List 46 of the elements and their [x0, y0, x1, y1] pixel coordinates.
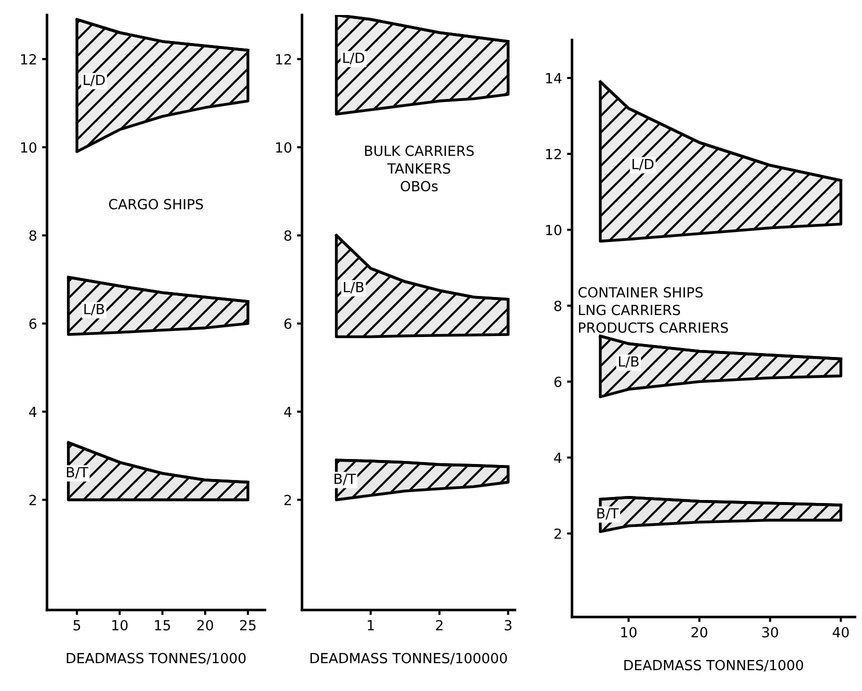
x-tick-label: 1: [368, 620, 374, 630]
y-tick-label: 12: [546, 148, 561, 160]
x-tick-label: 20: [197, 620, 214, 630]
annotation: L/B: [84, 304, 104, 316]
annotation: L/B: [344, 282, 364, 294]
x-axis-title: DEADMASS TONNES/1000: [624, 660, 804, 672]
x-tick-label: 30: [762, 626, 778, 638]
y-tick-label: 10: [276, 142, 292, 153]
y-tick-label: 8: [29, 230, 36, 241]
x-axis-title: DEADMASS TONNES/1000: [66, 652, 246, 664]
x-tick-label: 3: [504, 620, 512, 630]
x-tick-label: 20: [692, 626, 708, 638]
x-axis-title: DEADMASS TONNES/100000: [310, 652, 507, 664]
x-tick-label: 10: [621, 626, 637, 638]
x-tick-label: 40: [832, 626, 849, 638]
x-tick-label: 2: [436, 620, 442, 630]
x-tick-label: 5: [74, 620, 80, 630]
annotation: L/B: [618, 356, 639, 368]
y-tick-label: 2: [284, 494, 291, 506]
annotation: L/D: [632, 158, 654, 170]
text: BULK CARRIERS TANKERS OBOs: [365, 146, 474, 192]
text: CARGO SHIPS: [109, 198, 203, 210]
y-tick-label: 6: [554, 376, 562, 388]
y-tick-label: 4: [284, 406, 292, 417]
y-tick-label: 2: [29, 494, 36, 506]
x-tick-label: 10: [112, 620, 128, 630]
annotation: L/D: [84, 74, 105, 86]
y-tick-label: 6: [29, 318, 36, 329]
y-tick-label: 10: [546, 224, 562, 236]
annotation: B/T: [66, 467, 88, 478]
x-tick-label: 25: [240, 620, 256, 630]
y-tick-label: 4: [29, 406, 36, 417]
annotation: B/T: [334, 474, 356, 486]
y-tick-label: 10: [21, 142, 36, 153]
annotation: B/T: [597, 508, 619, 520]
y-tick-label: 14: [546, 73, 562, 84]
text: CONTAINER SHIPS LNG CARRIERS PRODUCTS CARRIERS: [578, 287, 728, 333]
annotation: L/D: [343, 52, 364, 64]
y-tick-label: 4: [554, 452, 562, 463]
y-tick-label: 8: [554, 300, 562, 312]
y-tick-label: 12: [21, 54, 36, 64]
y-tick-label: 6: [284, 318, 292, 329]
y-tick-label: 12: [276, 54, 291, 64]
y-tick-label: 2: [554, 528, 561, 539]
y-tick-label: 8: [284, 230, 292, 241]
x-tick-label: 15: [155, 620, 170, 630]
